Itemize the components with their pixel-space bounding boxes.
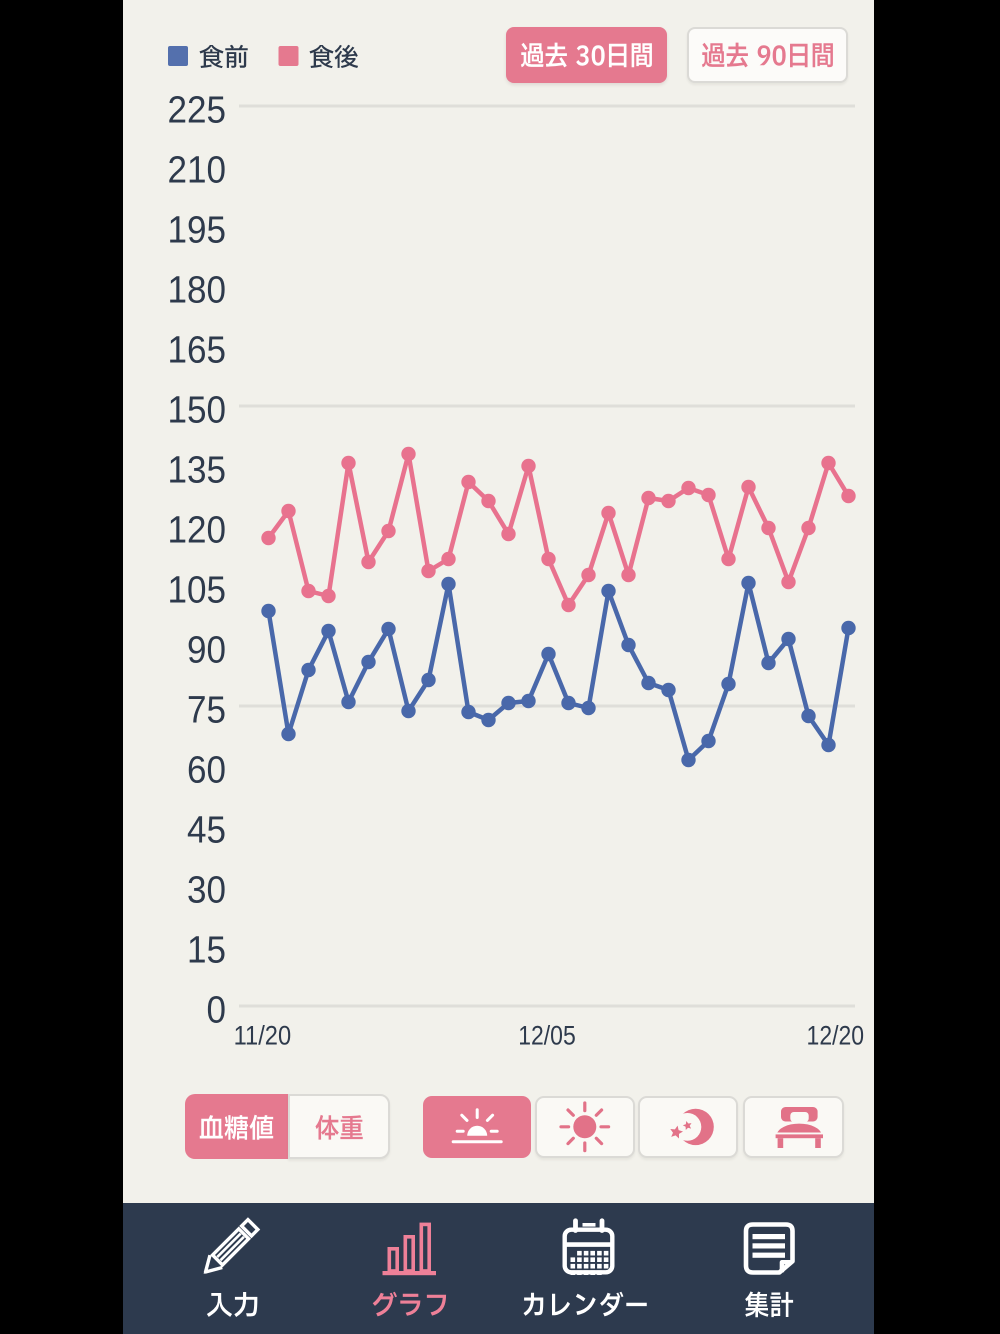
svg-text:210: 210 — [168, 150, 227, 192]
svg-text:150: 150 — [168, 390, 227, 432]
svg-text:45: 45 — [187, 810, 226, 852]
svg-text:165: 165 — [168, 330, 227, 372]
svg-text:105: 105 — [168, 570, 227, 612]
svg-text:30: 30 — [187, 870, 226, 912]
svg-text:120: 120 — [168, 510, 227, 552]
svg-text:0: 0 — [207, 990, 227, 1032]
svg-text:12/05: 12/05 — [518, 1021, 576, 1051]
svg-text:12/20: 12/20 — [807, 1021, 865, 1051]
svg-text:15: 15 — [187, 930, 226, 972]
svg-text:90: 90 — [187, 630, 226, 672]
svg-text:11/20: 11/20 — [234, 1021, 292, 1051]
svg-text:135: 135 — [168, 450, 227, 492]
svg-text:180: 180 — [168, 270, 227, 312]
svg-text:75: 75 — [187, 690, 226, 732]
svg-text:195: 195 — [168, 210, 227, 252]
svg-text:225: 225 — [168, 90, 227, 132]
svg-text:60: 60 — [187, 750, 226, 792]
